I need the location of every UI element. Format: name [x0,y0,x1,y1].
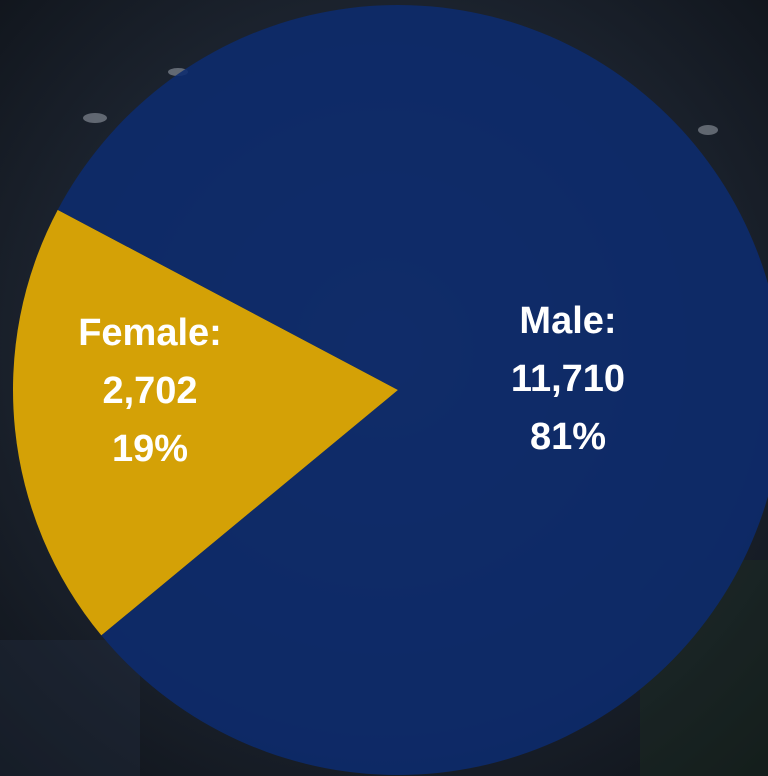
slice-percent-label: 19% [112,428,188,470]
pie-slice [13,209,399,636]
slice-value-label: 2,702 [102,370,197,412]
pie [13,5,768,775]
slice-category-label: Male: [519,300,616,342]
pie-labels: Female: 2,702 19% Male: 11,710 81% [78,300,625,470]
pie-slice [57,5,768,775]
slice-percent-label: 81% [530,416,606,458]
slice-category-label: Female: [78,312,222,354]
slice-value-label: 11,710 [511,358,625,400]
